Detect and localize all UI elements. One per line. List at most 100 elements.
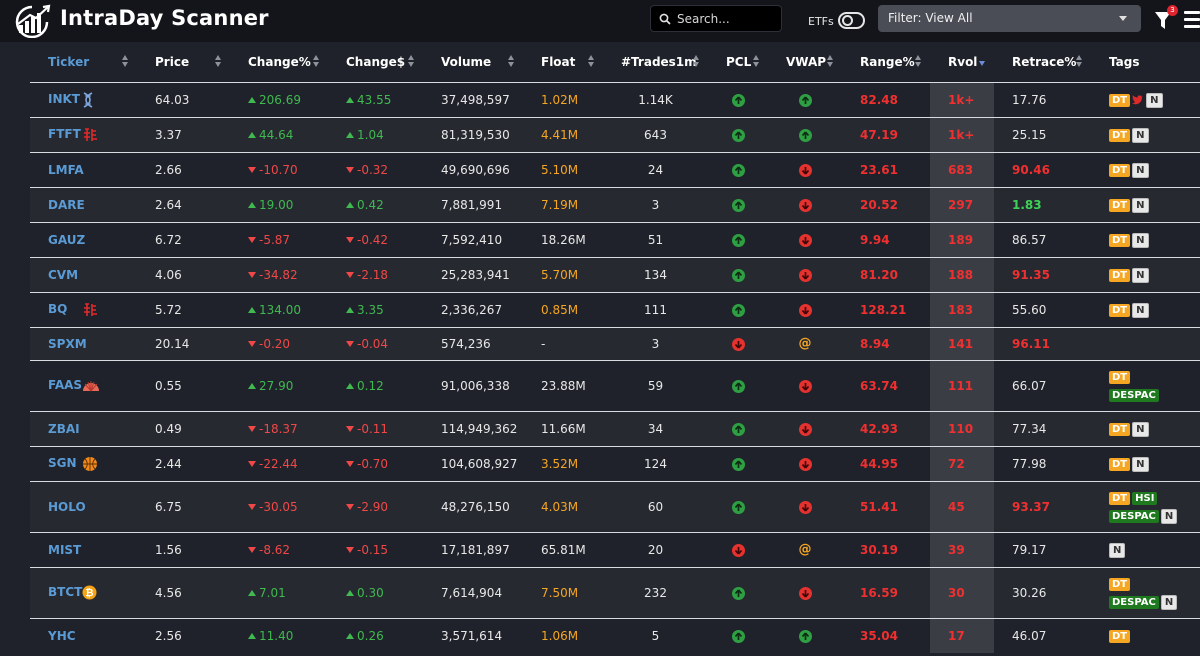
ticker-symbol[interactable]: SGN (48, 456, 77, 470)
table-row[interactable]: MIST 1.56 -8.62 -0.15 17,181,897 65.81M 20 @30.… (30, 532, 1200, 567)
column-header-tags[interactable]: Tags (1109, 54, 1140, 69)
sort-desc-icon[interactable] (979, 55, 986, 68)
column-header-change-usd[interactable]: Change$ (328, 42, 423, 82)
table-row[interactable]: BQ 5.72 134.00 3.35 2,336,267 0.85M 111 128.21 1… (30, 292, 1200, 327)
tag-dt[interactable]: DT (1109, 163, 1131, 177)
cell-ticker[interactable]: HOLO (30, 481, 137, 532)
ticker-symbol[interactable]: YHC (48, 628, 76, 643)
cell-ticker[interactable]: BQ (30, 292, 137, 327)
sort-icon[interactable] (122, 55, 129, 68)
table-row[interactable]: SGN 2.44 -22.44 -0.70 104,608,927 3.52M 124 44.… (30, 446, 1200, 481)
sort-icon[interactable] (827, 55, 834, 68)
sort-icon[interactable] (408, 55, 415, 68)
twitter-icon[interactable] (1132, 95, 1143, 105)
cell-ticker[interactable]: GAUZ (30, 222, 137, 257)
tag-dt[interactable]: DT (1109, 629, 1131, 643)
ticker-symbol[interactable]: HOLO (48, 499, 86, 514)
cell-ticker[interactable]: FTFT (30, 117, 137, 152)
column-header-price[interactable]: Price (137, 42, 230, 82)
ticker-symbol[interactable]: CVM (48, 267, 79, 282)
cell-ticker[interactable]: INKT (30, 82, 137, 117)
tag-dt[interactable]: DT (1109, 268, 1131, 282)
cell-ticker[interactable]: LMFA (30, 152, 137, 187)
column-header-float[interactable]: Float (523, 42, 603, 82)
tag-dt[interactable]: DT (1109, 303, 1131, 317)
table-row[interactable]: SPXM 20.14 -0.20 -0.04 574,236-3 @8.94 141 96.1… (30, 327, 1200, 360)
tag-n[interactable]: N (1160, 594, 1178, 610)
tag-n[interactable]: N (1132, 456, 1149, 472)
ticker-symbol[interactable]: INKT (48, 92, 80, 106)
ticker-symbol[interactable]: GAUZ (48, 232, 86, 247)
tag-despac[interactable]: DESPAC (1109, 595, 1159, 609)
tag-hsi[interactable]: HSI (1132, 491, 1158, 505)
cell-ticker[interactable]: YHC (30, 618, 137, 653)
column-header-pcl[interactable]: PCL (708, 42, 768, 82)
table-row[interactable]: ZBAI 0.49 -18.37 -0.11 114,949,362 11.66M 34 42… (30, 411, 1200, 446)
sort-icon[interactable] (508, 55, 515, 68)
tag-despac[interactable]: DESPAC (1109, 509, 1159, 523)
table-row[interactable]: HOLO 6.75 -30.05 -2.90 48,276,150 4.03M 60 51.4… (30, 481, 1200, 532)
table-row[interactable]: GAUZ 6.72 -5.87 -0.42 7,592,410 18.26M 51 9.94 1… (30, 222, 1200, 257)
table-row[interactable]: LMFA 2.66 -10.70 -0.32 49,690,696 5.10M 24 23.6… (30, 152, 1200, 187)
table-row[interactable]: INKT 64.03 206.69 43.55 37,498,597 1.02M 1.14K… (30, 82, 1200, 117)
tag-dt[interactable]: DT (1109, 370, 1131, 384)
cell-ticker[interactable]: SPXM (30, 327, 137, 360)
tag-n[interactable]: N (1132, 267, 1149, 283)
ticker-symbol[interactable]: MIST (48, 542, 82, 557)
tag-n[interactable]: N (1132, 127, 1149, 143)
etfs-toggle[interactable] (838, 12, 865, 29)
tag-dt[interactable]: DT (1109, 491, 1131, 505)
ticker-symbol[interactable]: FTFT (48, 127, 81, 141)
table-row[interactable]: CVM 4.06 -34.82 -2.18 25,283,941 5.70M 134 81.2… (30, 257, 1200, 292)
search-input[interactable] (677, 10, 777, 28)
tag-dt[interactable]: DT (1109, 577, 1131, 591)
hamburger-menu-icon[interactable] (1184, 11, 1200, 29)
ticker-symbol[interactable]: ZBAI (48, 421, 80, 436)
tag-n[interactable]: N (1109, 542, 1126, 558)
table-row[interactable]: BTCT ₿ 4.56 7.01 0.30 7,614,904 7.50M 232 16.59 3… (30, 567, 1200, 618)
tag-dt[interactable]: DT (1109, 457, 1131, 471)
column-header-change-pct[interactable]: Change% (230, 42, 328, 82)
cell-ticker[interactable]: ZBAI (30, 411, 137, 446)
sort-icon[interactable] (753, 55, 760, 68)
tag-n[interactable]: N (1146, 92, 1163, 108)
sort-icon[interactable] (1076, 55, 1083, 68)
tag-n[interactable]: N (1132, 302, 1149, 318)
filter-funnel-icon[interactable] (1154, 10, 1174, 32)
sort-icon[interactable] (588, 55, 595, 68)
ticker-symbol[interactable]: LMFA (48, 162, 84, 177)
table-row[interactable]: FAAS 0.55 27.90 0.12 91,006,338 23.88M 59 63.74… (30, 360, 1200, 411)
sort-icon[interactable] (215, 55, 222, 68)
table-row[interactable]: YHC 2.56 11.40 0.26 3,571,614 1.06M 5 35.04 17 46… (30, 618, 1200, 653)
column-header-rvol[interactable]: Rvol (930, 42, 994, 82)
ticker-symbol[interactable]: BQ (48, 302, 68, 316)
cell-ticker[interactable]: FAAS (30, 360, 137, 411)
search-box[interactable] (650, 5, 782, 32)
table-row[interactable]: FTFT 3.37 44.64 1.04 81,319,530 4.41M 643 47.19… (30, 117, 1200, 152)
ticker-symbol[interactable]: BTCT (48, 585, 83, 599)
column-header-range[interactable]: Range% (842, 42, 930, 82)
cell-ticker[interactable]: BTCT ₿ (30, 567, 137, 618)
cell-ticker[interactable]: CVM (30, 257, 137, 292)
cell-ticker[interactable]: MIST (30, 532, 137, 567)
tag-dt[interactable]: DT (1109, 128, 1131, 142)
sort-icon[interactable] (693, 55, 700, 68)
cell-ticker[interactable]: DARE (30, 187, 137, 222)
ticker-symbol[interactable]: FAAS (48, 378, 83, 393)
filter-dropdown[interactable]: Filter: View All (878, 5, 1141, 32)
table-row[interactable]: DARE 2.64 19.00 0.42 7,881,991 7.19M 3 20.52 297… (30, 187, 1200, 222)
column-header-retrace[interactable]: Retrace% (994, 42, 1091, 82)
column-header-vwap[interactable]: VWAP (768, 42, 842, 82)
cell-ticker[interactable]: SGN (30, 446, 137, 481)
tag-dt[interactable]: DT (1109, 422, 1131, 436)
tag-despac[interactable]: DESPAC (1109, 388, 1159, 402)
column-header-trades-1m[interactable]: #Trades1m (603, 42, 708, 82)
sort-icon[interactable] (915, 55, 922, 68)
column-header-ticker[interactable]: Ticker (30, 42, 137, 82)
tag-n[interactable]: N (1132, 197, 1149, 213)
ticker-symbol[interactable]: DARE (48, 197, 85, 212)
tag-dt[interactable]: DT (1109, 93, 1131, 107)
tag-n[interactable]: N (1160, 508, 1178, 524)
tag-n[interactable]: N (1132, 232, 1149, 248)
tag-n[interactable]: N (1132, 421, 1149, 437)
